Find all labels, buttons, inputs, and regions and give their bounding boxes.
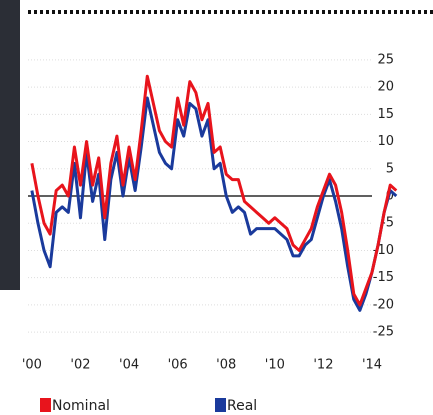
- photo-edge: [0, 0, 20, 290]
- y-tick-label: 15: [377, 107, 394, 122]
- x-tick-label: '14: [362, 358, 382, 373]
- series-line: [32, 76, 396, 305]
- y-tick-label: -15: [373, 270, 394, 285]
- y-tick-label: 10: [377, 134, 394, 149]
- x-tick-label: '12: [313, 358, 333, 373]
- legend-swatch: [215, 398, 226, 412]
- legend-label: Nominal: [52, 398, 110, 414]
- x-tick-label: '06: [168, 358, 188, 373]
- legend-label: Real: [227, 398, 257, 414]
- x-tick-label: '10: [265, 358, 285, 373]
- legend: Nominal Real: [40, 398, 257, 414]
- x-tick-label: '00: [22, 358, 42, 373]
- y-tick-label: 25: [377, 52, 394, 67]
- x-tick-label: '04: [119, 358, 139, 373]
- y-tick-label: -20: [373, 297, 394, 312]
- y-tick-label: 5: [386, 161, 394, 176]
- x-tick-label: '02: [70, 358, 90, 373]
- y-tick-label: 20: [377, 80, 394, 95]
- chart: NominalReal 2520151050-5-10-15-20-25'00'…: [0, 0, 433, 415]
- y-tick-label: -25: [373, 325, 394, 340]
- legend-swatch: [40, 398, 51, 412]
- x-tick-label: '08: [216, 358, 236, 373]
- series-line: [32, 98, 396, 310]
